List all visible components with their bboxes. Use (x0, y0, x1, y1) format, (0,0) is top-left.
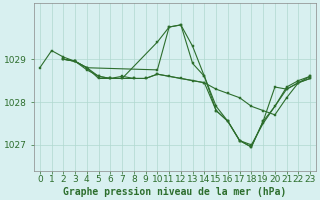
X-axis label: Graphe pression niveau de la mer (hPa): Graphe pression niveau de la mer (hPa) (63, 186, 287, 197)
